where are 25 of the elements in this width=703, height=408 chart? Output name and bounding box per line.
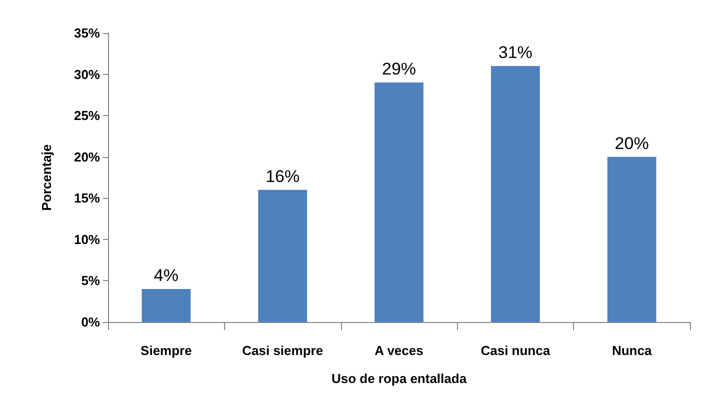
data-label: 16% [266,166,300,186]
data-label: 20% [614,134,649,153]
y-tick-label: 20% [74,149,100,164]
x-tick-label: Siempre [140,343,192,358]
data-label: 29% [382,60,416,79]
data-label: 4% [154,266,178,285]
y-tick-label: 25% [74,108,100,124]
y-axis-title: Porcentaje [39,144,54,211]
data-label: 31% [498,43,532,62]
bar [258,190,308,322]
x-axis-title: Uso de ropa entallada [331,371,468,386]
y-tick-label: 15% [74,190,100,206]
bar [142,288,191,322]
y-tick-label: 5% [81,273,100,288]
x-tick-label: A veces [374,343,424,358]
y-tick-label: 10% [74,232,100,247]
y-tick-label: 30% [74,66,100,82]
bar [490,66,540,322]
bar [607,156,656,322]
x-tick-label: Nunca [612,343,652,358]
bar [374,82,424,322]
y-tick-label: 0% [81,314,100,330]
x-tick-label: Casi nunca [480,343,551,358]
x-tick-label: Casi siempre [242,343,324,358]
y-tick-label: 35% [74,26,100,40]
